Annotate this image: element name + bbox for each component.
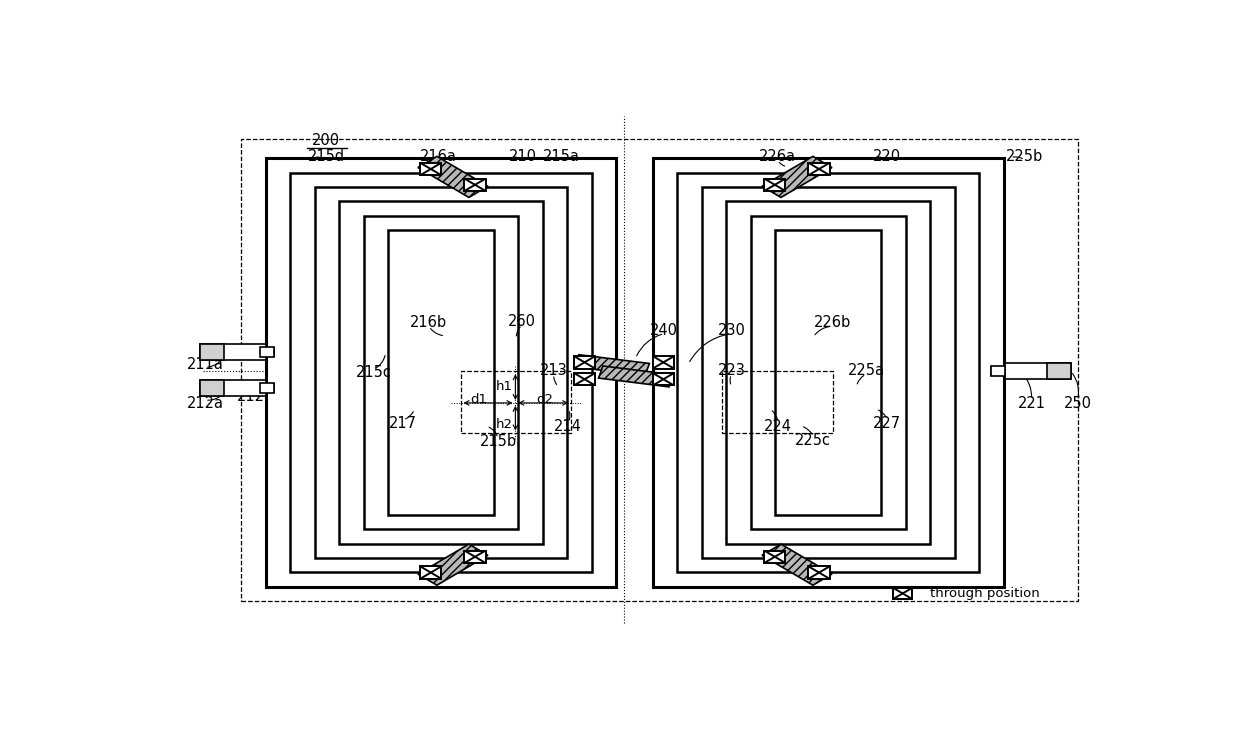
Text: 220: 220: [873, 149, 901, 164]
Text: 212a: 212a: [186, 396, 223, 411]
Text: 227: 227: [873, 416, 901, 430]
Bar: [574, 373, 595, 386]
Text: 211: 211: [237, 346, 265, 360]
Bar: [315, 187, 567, 558]
Text: d1: d1: [470, 393, 487, 406]
Bar: [242, 138, 1078, 601]
Text: 230: 230: [718, 323, 745, 337]
Bar: [775, 230, 882, 515]
Text: 216a: 216a: [420, 149, 456, 164]
Bar: [702, 187, 955, 558]
Bar: [808, 163, 830, 175]
Bar: [652, 356, 675, 368]
Polygon shape: [418, 157, 487, 198]
Bar: [339, 201, 543, 544]
Text: 223: 223: [718, 363, 745, 378]
Bar: [388, 230, 494, 515]
Bar: [764, 179, 785, 191]
Polygon shape: [599, 366, 673, 387]
Text: 260: 260: [508, 314, 536, 329]
Bar: [200, 380, 265, 395]
Bar: [764, 550, 785, 563]
Bar: [1006, 364, 1071, 379]
Text: 210: 210: [510, 149, 537, 164]
Text: 250: 250: [1064, 396, 1091, 411]
Text: 211a: 211a: [186, 356, 223, 372]
Bar: [1047, 364, 1071, 379]
Text: 240: 240: [650, 323, 678, 337]
Bar: [652, 158, 1003, 586]
Bar: [265, 158, 616, 586]
Bar: [893, 588, 913, 599]
Text: 221: 221: [1018, 396, 1045, 411]
Bar: [290, 173, 591, 572]
Bar: [727, 201, 930, 544]
Text: 215b: 215b: [480, 434, 517, 449]
Bar: [460, 371, 572, 433]
Text: 226a: 226a: [759, 149, 796, 164]
Text: 215d: 215d: [308, 149, 345, 164]
Bar: [420, 567, 441, 579]
Bar: [991, 366, 1006, 376]
Text: 224: 224: [764, 419, 791, 433]
Text: d2: d2: [537, 393, 554, 406]
Text: 200: 200: [312, 133, 340, 149]
Bar: [465, 550, 486, 563]
Text: 217: 217: [389, 416, 417, 430]
Text: h2: h2: [495, 419, 512, 431]
Text: 226b: 226b: [813, 315, 851, 330]
Text: 214: 214: [554, 419, 582, 433]
Bar: [808, 567, 830, 579]
Polygon shape: [761, 157, 832, 198]
Bar: [420, 163, 441, 175]
Bar: [751, 216, 905, 529]
Bar: [722, 371, 832, 433]
Bar: [363, 216, 518, 529]
Bar: [652, 373, 675, 386]
Polygon shape: [418, 544, 487, 585]
Bar: [200, 344, 224, 359]
Bar: [677, 173, 980, 572]
Text: 215a: 215a: [543, 149, 580, 164]
Text: 213: 213: [539, 363, 568, 378]
Text: h1: h1: [495, 379, 512, 392]
Bar: [574, 356, 595, 368]
Text: 225c: 225c: [795, 433, 831, 447]
Bar: [259, 383, 274, 393]
Polygon shape: [574, 355, 650, 376]
Bar: [200, 380, 224, 395]
Text: 215c: 215c: [356, 365, 392, 380]
Text: 216b: 216b: [410, 315, 448, 330]
Bar: [259, 346, 274, 356]
Bar: [200, 344, 265, 359]
Bar: [465, 179, 486, 191]
Text: 212: 212: [237, 389, 265, 404]
Text: 225b: 225b: [1006, 149, 1043, 164]
Text: 225a: 225a: [848, 363, 884, 378]
Text: through position: through position: [930, 587, 1039, 600]
Polygon shape: [761, 544, 832, 585]
